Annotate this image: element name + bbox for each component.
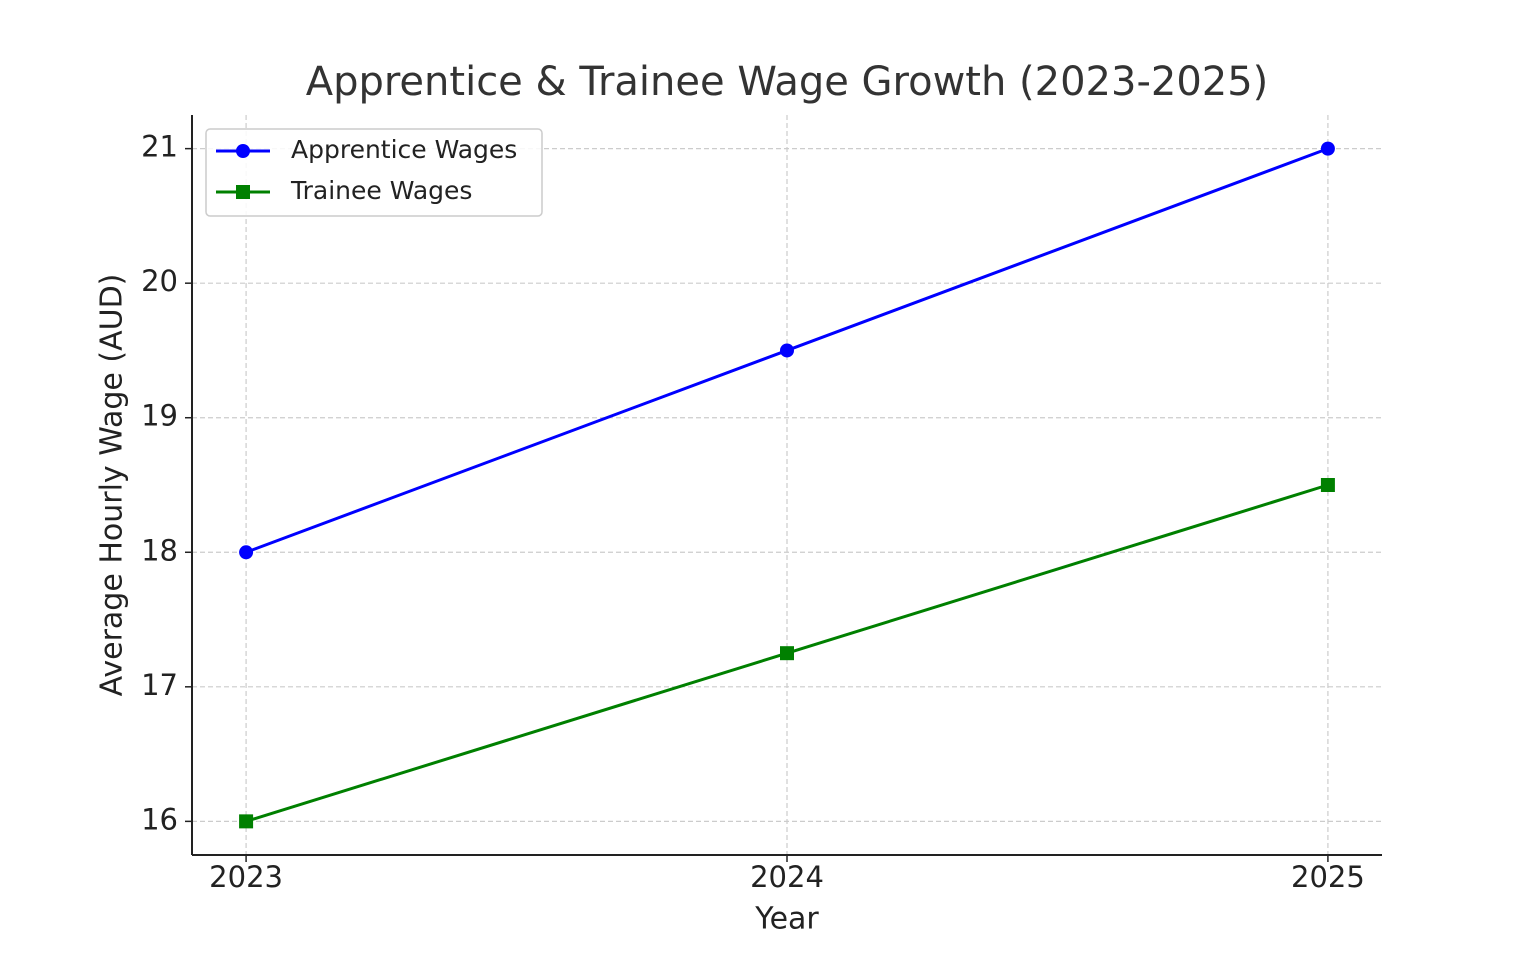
legend-marker — [236, 144, 250, 158]
x-tick-label: 2025 — [1291, 860, 1365, 894]
legend-label: Apprentice Wages — [291, 135, 517, 164]
y-tick-label: 21 — [141, 130, 178, 164]
y-axis-label: Average Hourly Wage (AUD) — [95, 274, 130, 697]
chart-title: Apprentice & Trainee Wage Growth (2023-2… — [306, 59, 1269, 105]
legend: Apprentice Wages Trainee Wages — [205, 128, 543, 217]
x-tick-label: 2023 — [209, 860, 283, 894]
marker — [1320, 478, 1335, 492]
legend-label: Trainee Wages — [290, 176, 472, 205]
marker — [239, 814, 254, 829]
y-tick-label: 19 — [141, 399, 178, 433]
marker — [780, 646, 794, 661]
legend-box — [205, 128, 543, 217]
y-tick-label: 17 — [141, 668, 178, 702]
legend-marker — [236, 185, 250, 199]
x-axis-label: Year — [754, 902, 819, 937]
marker — [780, 343, 794, 358]
marker — [239, 545, 254, 560]
y-tick-label: 20 — [141, 264, 178, 298]
y-tick-label: 16 — [141, 802, 178, 836]
marker — [1320, 141, 1335, 156]
y-tick-label: 18 — [141, 533, 178, 567]
x-tick-label: 2024 — [750, 860, 824, 894]
